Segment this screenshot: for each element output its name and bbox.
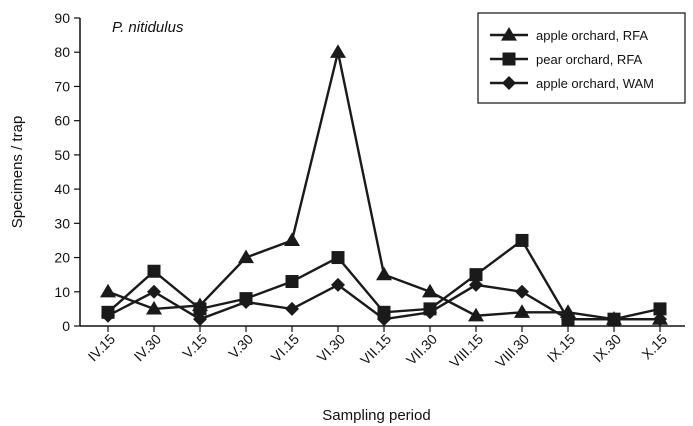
data-point-diamond: [653, 312, 667, 327]
x-axis-title: Sampling period: [322, 407, 430, 424]
x-tick-label: VII.15: [357, 331, 394, 368]
data-point-square: [147, 264, 161, 278]
axes: [79, 18, 685, 327]
data-point-diamond: [377, 312, 391, 327]
data-point-triangle: [514, 304, 530, 318]
data-point-diamond: [561, 312, 575, 327]
x-tick-label: IX.15: [544, 331, 579, 366]
data-point-triangle: [284, 232, 300, 247]
y-tick-label: 80: [54, 44, 70, 60]
data-point-diamond: [147, 284, 161, 299]
x-tick-label: VIII.30: [492, 331, 532, 371]
x-tick-label: IV.30: [131, 331, 165, 365]
species-annotation: P. nitidulus: [112, 19, 184, 36]
legend-marker-diamond: [502, 76, 516, 90]
y-tick-label: 70: [54, 78, 70, 94]
y-ticks: 0 10 20 30 40 50 60 70 80 90: [54, 10, 80, 334]
legend-marker-square: [502, 52, 516, 66]
series-diamond: [101, 277, 667, 327]
legend-item: pear orchard, RFA: [490, 52, 643, 67]
y-tick-label: 10: [54, 284, 70, 300]
data-point-diamond: [331, 277, 345, 292]
x-tick-label: VI.30: [314, 331, 349, 366]
x-tick-label: VII.30: [403, 331, 440, 368]
data-point-triangle: [330, 44, 346, 58]
x-tick-label: V.15: [179, 331, 210, 362]
x-ticks: IV.15 IV.30 V.15 V.30 VI.15 VI.30 VII.15 VII.30…: [85, 326, 670, 371]
x-tick-label: IX.30: [590, 331, 625, 366]
legend-marker-triangle: [501, 27, 517, 41]
data-point-diamond: [101, 308, 115, 323]
data-point-square: [193, 302, 207, 316]
data-point-triangle: [238, 249, 254, 264]
data-point-diamond: [239, 295, 253, 310]
y-tick-label: 60: [54, 113, 70, 129]
x-tick-label: VIII.15: [446, 331, 486, 371]
legend-item: apple orchard, RFA: [490, 27, 648, 43]
x-tick-label: X.15: [638, 331, 670, 363]
data-point-triangle: [468, 307, 484, 322]
y-tick-label: 0: [62, 318, 70, 334]
series-layer: [100, 44, 668, 327]
x-tick-label: VI.15: [268, 331, 303, 366]
legend-label: apple orchard, WAM: [536, 76, 654, 91]
data-point-triangle: [100, 283, 116, 298]
data-point-square: [515, 233, 529, 247]
legend-item: apple orchard, WAM: [490, 76, 654, 91]
y-tick-label: 30: [54, 215, 70, 231]
data-point-diamond: [193, 312, 207, 327]
y-axis-title: Specimens / trap: [9, 116, 26, 229]
data-point-square: [331, 251, 345, 265]
data-point-square: [469, 268, 483, 282]
data-point-diamond: [515, 284, 529, 299]
y-tick-label: 20: [54, 250, 70, 266]
legend: apple orchard, RFA pear orchard, RFA apple…: [477, 12, 686, 104]
y-tick-label: 90: [54, 10, 70, 26]
data-point-triangle: [376, 266, 392, 281]
y-tick-label: 40: [54, 181, 70, 197]
data-point-diamond: [285, 301, 299, 316]
data-point-diamond: [607, 312, 621, 327]
data-point-triangle: [146, 300, 162, 315]
data-point-square: [285, 275, 299, 289]
x-tick-label: V.30: [225, 331, 256, 362]
data-point-diamond: [423, 305, 437, 320]
data-point-triangle: [422, 283, 438, 298]
legend-label: apple orchard, RFA: [536, 28, 648, 43]
legend-label: pear orchard, RFA: [536, 52, 643, 67]
data-point-square: [653, 302, 667, 316]
data-point-diamond: [469, 277, 483, 292]
y-tick-label: 50: [54, 147, 70, 163]
x-tick-label: IV.15: [85, 331, 119, 365]
